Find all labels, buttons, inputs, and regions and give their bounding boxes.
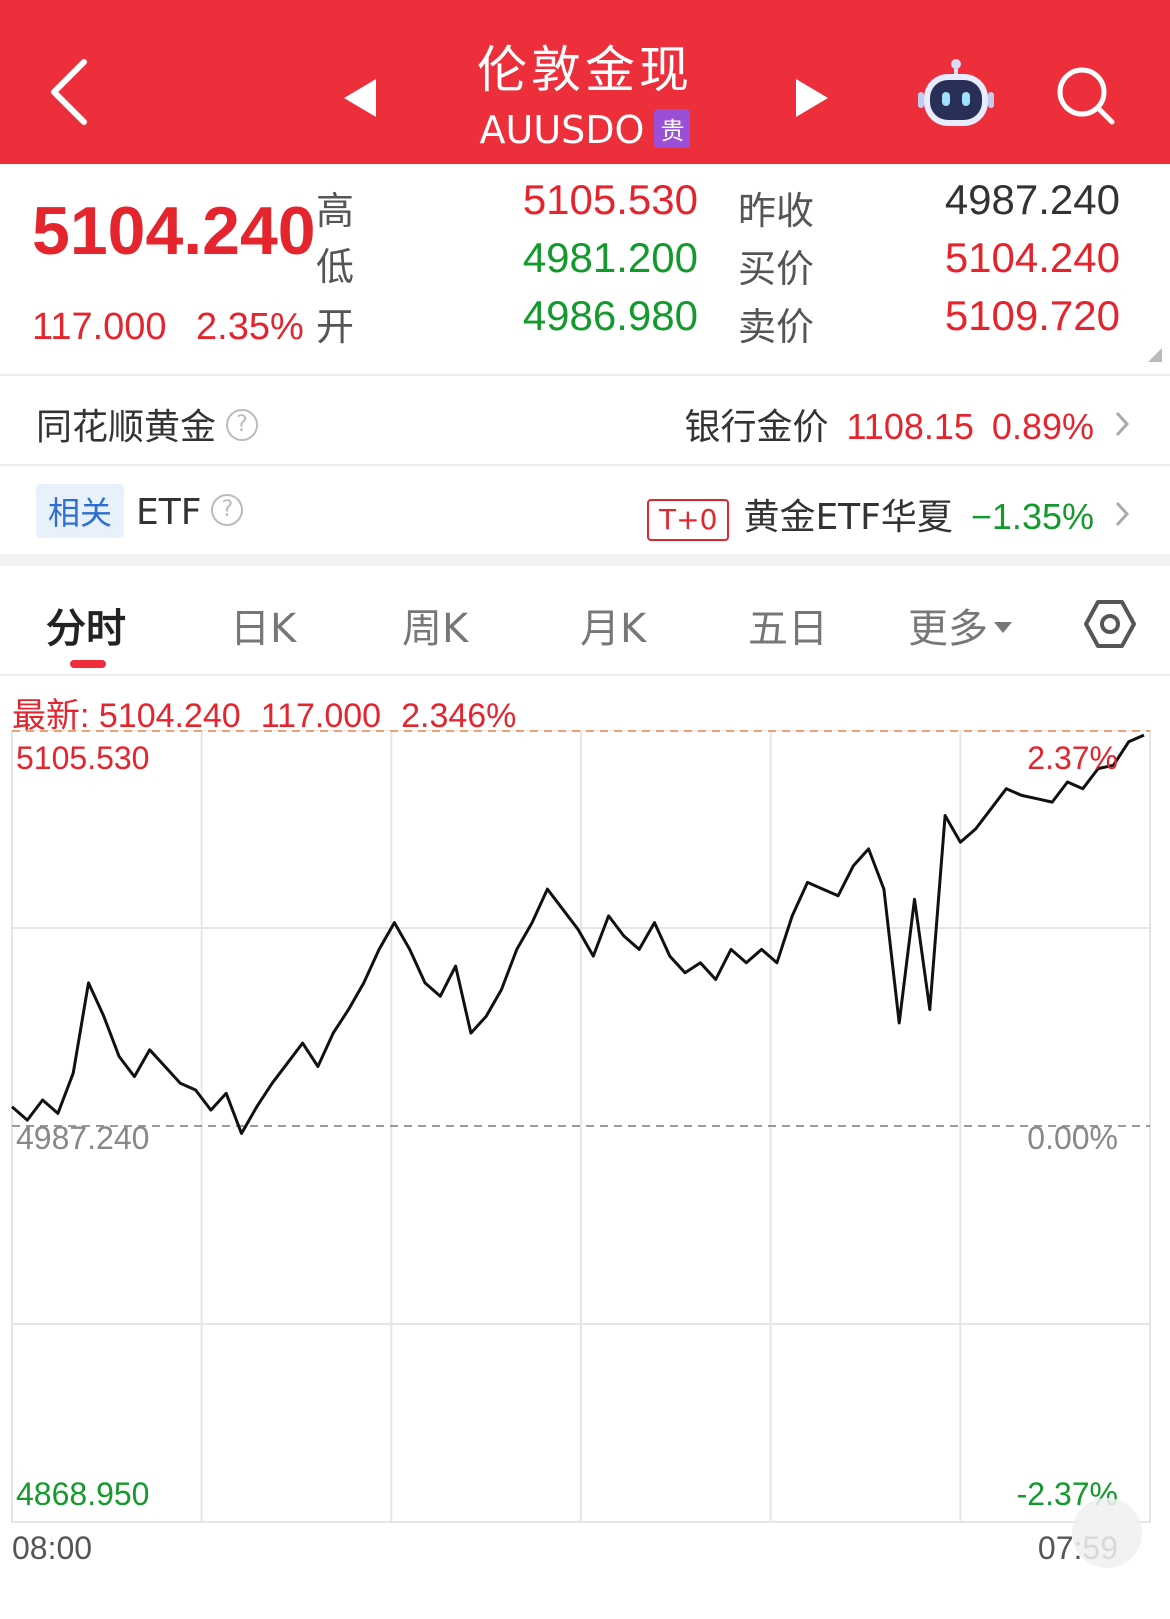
tab-monthly-k[interactable]: 月K [580, 606, 647, 652]
etf-row[interactable]: 相关 ETF? T+0 黄金ETF华夏 −1.35% [0, 464, 1170, 554]
tab-more-label: 更多 [908, 606, 988, 652]
bank-gold-value: 1108.15 [846, 406, 974, 447]
top-bar: 伦敦金现 AUUSDO 贵 [0, 0, 1170, 164]
tab-more[interactable]: 更多 [908, 596, 1012, 654]
expand-corner-icon[interactable] [1148, 348, 1162, 362]
bid-value: 5104.240 [944, 234, 1120, 281]
latest-readout: 最新: 5104.240 117.000 2.346% [12, 688, 536, 737]
tab-daily-k[interactable]: 日K [230, 606, 297, 652]
fullscreen-button[interactable] [1072, 1498, 1142, 1568]
category-badge: 贵 [654, 109, 691, 148]
last-price: 5104.240 [32, 193, 316, 269]
open-value: 4986.980 [522, 292, 698, 339]
tab-five-day[interactable]: 五日 [748, 606, 828, 652]
triangle-right-icon[interactable] [792, 75, 832, 121]
gold-row-title: 同花顺黄金? [36, 398, 259, 450]
x-tick-start: 08:00 [12, 1530, 93, 1566]
intraday-chart[interactable]: 5105.530 4987.240 4868.950 2.37% 0.00% -… [0, 729, 1170, 1619]
t0-tag: T+0 [647, 499, 730, 541]
instrument-code: AUUSDO 贵 [0, 108, 1170, 152]
ask-value: 5109.720 [944, 292, 1120, 339]
y-tick-ref-pct: 0.00% [1027, 1120, 1118, 1156]
caret-down-icon [994, 621, 1012, 633]
bid-label: 买价 [738, 247, 815, 291]
bank-gold-label: 银行金价 [684, 407, 829, 448]
page-title: 伦敦金现 [477, 41, 693, 99]
robot-icon[interactable] [918, 58, 994, 132]
chevron-left-icon[interactable] [40, 52, 100, 132]
low-label: 低 [316, 245, 355, 289]
etf-name: 黄金ETF华夏 [743, 497, 953, 538]
active-tab-indicator [70, 660, 106, 668]
open-label: 开 [316, 305, 355, 349]
related-tag: 相关 [36, 484, 125, 538]
intraday-chart-svg [11, 729, 1151, 1523]
etf-label: ETF [136, 492, 202, 533]
instrument-code-text: AUUSDO [479, 108, 645, 152]
latest-change: 117.000 [260, 697, 382, 735]
prev-close-label: 昨收 [738, 189, 815, 233]
price-change-percent: 2.35% [196, 306, 304, 348]
quote-panel: 5104.240 117.000 2.35% 高 低 开 5105.530 49… [0, 164, 1170, 374]
price-change: 117.000 [32, 306, 167, 348]
latest-price: 最新: 5104.240 [12, 697, 241, 735]
bank-gold-percent: 0.89% [991, 406, 1094, 447]
triangle-left-icon[interactable] [340, 75, 380, 121]
bank-gold-price: 银行金价 1108.15 0.89% [684, 398, 1094, 450]
etf-quote: T+0 黄金ETF华夏 −1.35% [647, 488, 1094, 541]
price-line [11, 733, 1145, 1135]
ask-label: 卖价 [738, 305, 815, 349]
tab-intraday[interactable]: 分时 [46, 606, 126, 652]
section-divider [0, 554, 1170, 566]
search-icon[interactable] [1052, 62, 1120, 130]
high-value: 5105.530 [522, 176, 698, 223]
y-tick-high-price: 5105.530 [16, 740, 150, 776]
gold-row-label: 同花顺黄金 [36, 407, 217, 448]
y-tick-low-price: 4868.950 [16, 1476, 150, 1512]
y-tick-high-pct: 2.37% [1027, 740, 1118, 776]
chevron-right-icon[interactable] [1114, 410, 1130, 438]
chevron-right-icon[interactable] [1114, 500, 1130, 528]
period-tabs: 分时 日K 周K 月K 五日 更多 [0, 566, 1170, 676]
high-label: 高 [316, 189, 355, 233]
prev-close-value: 4987.240 [944, 176, 1120, 223]
y-tick-ref-price: 4987.240 [16, 1120, 150, 1156]
etf-row-title: 相关 ETF? [36, 484, 244, 538]
settings-hexagon-icon[interactable] [1082, 596, 1138, 652]
gold-info-row[interactable]: 同花顺黄金? 银行金价 1108.15 0.89% [0, 374, 1170, 464]
help-icon[interactable]: ? [211, 494, 244, 526]
latest-percent: 2.346% [401, 697, 517, 735]
tab-weekly-k[interactable]: 周K [402, 606, 469, 652]
help-icon[interactable]: ? [226, 409, 259, 441]
low-value: 4981.200 [522, 234, 698, 281]
etf-percent: −1.35% [970, 496, 1094, 537]
